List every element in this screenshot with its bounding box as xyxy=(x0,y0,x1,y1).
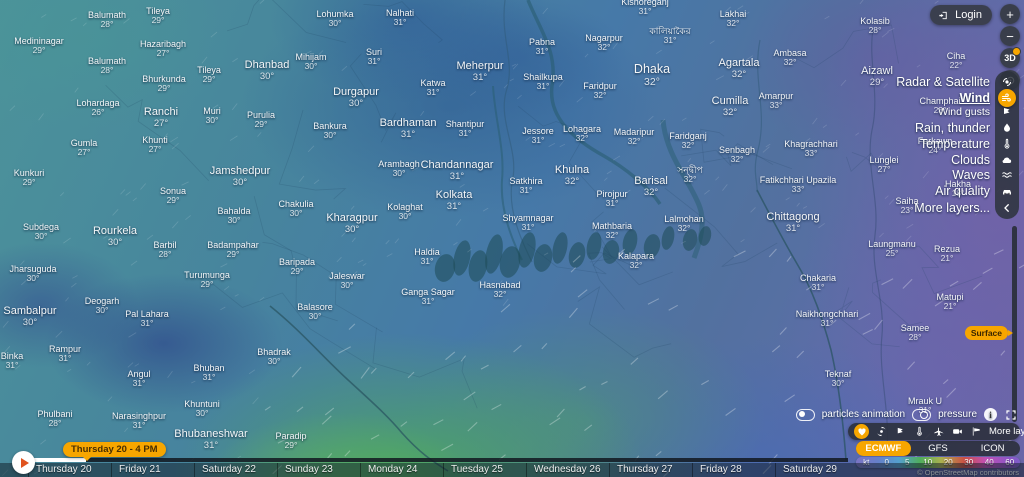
heart-icon[interactable] xyxy=(854,424,869,439)
fullscreen-icon[interactable] xyxy=(1004,408,1018,422)
legend-tick: 60 xyxy=(1000,457,1021,468)
air-quality-icon[interactable] xyxy=(998,182,1016,200)
zoom-in-button[interactable]: + xyxy=(1000,4,1020,24)
legend-tick: 5 xyxy=(897,457,918,468)
legend-tick: 30 xyxy=(959,457,980,468)
legend-tick: kt xyxy=(856,457,877,468)
airplane-icon[interactable] xyxy=(932,425,945,438)
timeline-day-3[interactable]: Saturday 22 xyxy=(194,463,277,477)
more-layers-link[interactable]: More layers... xyxy=(989,426,1024,437)
notification-dot xyxy=(1012,47,1021,56)
sidebar-item-rain-thunder[interactable]: Rain, thunder xyxy=(914,121,990,135)
timeline-day-7[interactable]: Wednesday 26 xyxy=(526,463,609,477)
quick-layer-bar: More layers... xyxy=(848,423,1024,440)
pressure-label: pressure xyxy=(938,409,977,420)
sidebar-item-waves[interactable]: Waves xyxy=(952,168,990,182)
wind-speed-legend: kt051020304060 xyxy=(856,457,1020,468)
overlay-toggles: particles animation pressure i xyxy=(795,407,1018,422)
model-button-icon[interactable]: ICON xyxy=(980,443,1005,454)
timeline-track[interactable] xyxy=(30,458,848,462)
wind-icon[interactable] xyxy=(998,89,1016,107)
legend-tick: 40 xyxy=(979,457,1000,468)
timeline-day-8[interactable]: Thursday 27 xyxy=(609,463,692,477)
hurricane-icon[interactable] xyxy=(875,425,888,438)
sidebar-item-radar-satellite[interactable]: Radar & Satellite xyxy=(896,75,990,89)
windsock-icon[interactable] xyxy=(970,425,983,438)
waves-icon[interactable] xyxy=(998,166,1016,184)
sidebar-item-air-quality[interactable]: Air quality xyxy=(935,184,990,198)
wind-gusts-icon[interactable] xyxy=(998,103,1016,121)
legend-tick: 10 xyxy=(918,457,939,468)
particles-animation-toggle[interactable] xyxy=(795,408,815,421)
sidebar-item-clouds[interactable]: Clouds xyxy=(951,153,990,167)
current-time-badge[interactable]: Thursday 20 - 4 PM xyxy=(63,442,166,461)
rain-thunder-icon[interactable] xyxy=(998,119,1016,137)
play-icon xyxy=(20,457,29,468)
timeline-day-4[interactable]: Sunday 23 xyxy=(277,463,360,477)
play-button[interactable] xyxy=(12,451,35,474)
pressure-toggle[interactable] xyxy=(912,408,932,421)
webcam-icon[interactable] xyxy=(951,425,964,438)
timeline-progress[interactable] xyxy=(30,458,86,462)
particles-animation-label: particles animation xyxy=(821,409,906,420)
login-button[interactable]: Login xyxy=(930,5,992,25)
wind-gusts-icon[interactable] xyxy=(894,425,907,438)
sidebar-item-wind[interactable]: Wind xyxy=(959,91,990,105)
login-label: Login xyxy=(955,9,982,21)
timeline-day-2[interactable]: Friday 21 xyxy=(111,463,194,477)
radar-satellite-icon[interactable] xyxy=(998,73,1016,91)
clouds-icon[interactable] xyxy=(998,151,1016,169)
timeline-day-10[interactable]: Saturday 29 xyxy=(775,463,858,477)
model-button-ecmwf[interactable]: ECMWF xyxy=(856,441,911,456)
sidebar-item-temperature[interactable]: Temperature xyxy=(919,137,990,151)
sidebar-item-more-layers-[interactable]: More layers... xyxy=(914,201,990,215)
info-icon[interactable]: i xyxy=(984,408,997,421)
temperature-icon[interactable] xyxy=(998,135,1016,153)
chevron-left-icon[interactable] xyxy=(998,199,1016,217)
login-icon xyxy=(937,9,950,22)
forecast-model-switcher: ECMWF GFS ICON xyxy=(856,441,1020,456)
legend-tick: 0 xyxy=(877,457,898,468)
legend-tick: 20 xyxy=(938,457,959,468)
sidebar-item-wind-gusts[interactable]: Wind gusts xyxy=(938,106,990,118)
timeline-day-9[interactable]: Friday 28 xyxy=(692,463,775,477)
timeline-day-5[interactable]: Monday 24 xyxy=(360,463,443,477)
model-button-gfs[interactable]: GFS xyxy=(928,443,948,454)
timeline-day-6[interactable]: Tuesday 25 xyxy=(443,463,526,477)
zoom-out-button[interactable]: − xyxy=(1000,26,1020,46)
timeline-day-1[interactable]: Thursday 20 xyxy=(28,463,111,477)
timeline-band xyxy=(0,463,1024,477)
temperature-icon[interactable] xyxy=(913,425,926,438)
altitude-slider[interactable] xyxy=(1012,226,1017,422)
altitude-surface-badge[interactable]: Surface xyxy=(964,326,1014,340)
view-3d-button[interactable]: 3D xyxy=(1000,47,1021,68)
